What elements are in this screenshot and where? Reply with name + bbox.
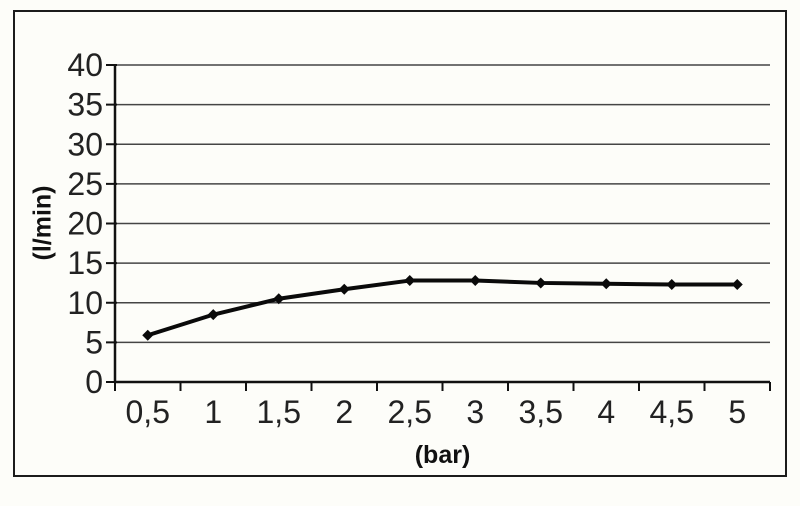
x-tick-label: 1 (204, 394, 222, 430)
y-tick-label: 30 (67, 126, 103, 162)
y-tick-label: 25 (67, 166, 103, 202)
x-tick-label: 3 (466, 394, 484, 430)
x-tick-label: 3,5 (519, 394, 563, 430)
x-tick-label: 5 (728, 394, 746, 430)
x-tick-label: 4,5 (650, 394, 694, 430)
x-tick-label: 2 (335, 394, 353, 430)
data-line (145, 278, 740, 338)
x-tick-label: 4 (597, 394, 615, 430)
x-tick-label: 1,5 (257, 394, 301, 430)
data-point (207, 309, 219, 321)
data-point (142, 329, 154, 341)
y-tick-label: 0 (85, 364, 103, 400)
x-tick-label: 2,5 (388, 394, 432, 430)
y-tick-label: 10 (67, 285, 103, 321)
y-tick-label: 35 (67, 87, 103, 123)
data-point (666, 279, 678, 291)
data-point (731, 279, 743, 291)
y-tick-label: 15 (67, 245, 103, 281)
data-point (535, 277, 547, 289)
y-tick-label: 20 (67, 206, 103, 242)
chart-border (13, 10, 787, 477)
y-tick-label: 40 (67, 47, 103, 83)
data-point (273, 293, 285, 305)
data-point (600, 278, 612, 290)
data-point (469, 275, 481, 287)
data-point (338, 283, 350, 295)
y-axis-title: (l/min) (28, 185, 57, 261)
x-tick-label: 0,5 (126, 394, 170, 430)
data-point (404, 275, 416, 287)
x-axis-title: (bar) (414, 441, 471, 469)
y-tick-label: 5 (85, 324, 103, 360)
